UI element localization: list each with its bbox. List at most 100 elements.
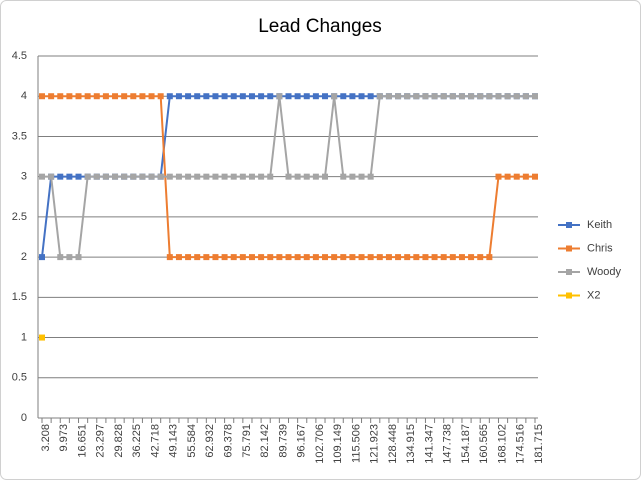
marker xyxy=(212,254,219,261)
marker xyxy=(331,93,338,100)
marker xyxy=(322,173,329,180)
marker xyxy=(102,93,109,100)
marker xyxy=(413,93,420,100)
x-tick-label: 174.516 xyxy=(515,424,527,464)
y-tick-label: 0.5 xyxy=(12,372,27,384)
marker xyxy=(458,254,465,261)
x-tick-label: 134.915 xyxy=(405,424,417,464)
x-tick-label: 89.739 xyxy=(277,424,289,458)
marker xyxy=(486,254,493,261)
marker xyxy=(376,254,383,261)
marker xyxy=(513,173,520,180)
marker xyxy=(522,173,529,180)
x-tick-label: 160.565 xyxy=(478,424,490,464)
legend-marker xyxy=(566,292,572,299)
marker xyxy=(340,173,347,180)
marker xyxy=(112,173,119,180)
y-tick-label: 3.5 xyxy=(12,130,27,142)
marker xyxy=(385,93,392,100)
marker xyxy=(303,173,310,180)
marker xyxy=(166,254,173,261)
x-tick-label: 29.828 xyxy=(113,424,125,458)
x-tick-label: 9.973 xyxy=(58,424,70,452)
x-tick-label: 36.225 xyxy=(131,424,143,458)
x-tick-label: 154.187 xyxy=(460,424,472,464)
marker xyxy=(248,173,255,180)
marker xyxy=(294,173,301,180)
y-tick-label: 1 xyxy=(21,331,27,343)
marker xyxy=(66,254,73,261)
legend-marker xyxy=(566,222,572,228)
x-tick-label: 102.706 xyxy=(314,424,326,464)
marker xyxy=(66,93,73,100)
x-tick-label: 115.506 xyxy=(350,424,362,463)
legend-label: X2 xyxy=(587,289,600,301)
marker xyxy=(367,93,374,100)
marker xyxy=(376,93,383,100)
marker xyxy=(230,254,237,261)
marker xyxy=(258,254,265,261)
marker xyxy=(495,173,502,180)
x-tick-label: 168.102 xyxy=(496,424,508,464)
marker xyxy=(203,173,210,180)
marker xyxy=(57,93,64,100)
marker xyxy=(458,93,465,100)
marker xyxy=(230,173,237,180)
marker xyxy=(285,173,292,180)
x-tick-label: 96.167 xyxy=(296,424,308,458)
marker xyxy=(194,254,201,261)
marker xyxy=(395,93,402,100)
marker xyxy=(166,173,173,180)
marker xyxy=(404,93,411,100)
marker xyxy=(532,93,538,100)
marker xyxy=(212,173,219,180)
marker xyxy=(75,93,82,100)
marker xyxy=(239,173,246,180)
marker xyxy=(440,93,447,100)
marker xyxy=(422,93,429,100)
legend-label: Chris xyxy=(587,242,613,254)
marker xyxy=(203,254,210,261)
marker xyxy=(440,254,447,261)
x-tick-label: 16.651 xyxy=(76,424,88,458)
marker xyxy=(522,93,529,100)
legend-label: Woody xyxy=(587,266,622,278)
x-tick-label: 23.297 xyxy=(95,424,107,458)
marker xyxy=(285,254,292,261)
marker xyxy=(75,173,82,180)
marker xyxy=(349,173,356,180)
marker xyxy=(267,93,274,100)
marker xyxy=(39,254,45,261)
marker xyxy=(294,254,301,261)
legend-marker xyxy=(566,245,572,252)
marker xyxy=(75,254,82,261)
x-tick-label: 147.738 xyxy=(442,424,454,464)
marker xyxy=(194,173,201,180)
marker xyxy=(230,93,237,100)
x-tick-label: 121.923 xyxy=(369,424,381,464)
x-tick-label: 62.932 xyxy=(204,424,216,458)
marker xyxy=(102,173,109,180)
y-tick-label: 4.5 xyxy=(12,50,27,62)
marker xyxy=(504,93,511,100)
marker xyxy=(148,173,155,180)
marker xyxy=(431,93,438,100)
legend-label: Keith xyxy=(587,219,612,231)
marker xyxy=(276,254,283,261)
x-tick-label: 82.142 xyxy=(259,424,271,458)
marker xyxy=(477,254,484,261)
marker xyxy=(340,93,347,100)
marker xyxy=(431,254,438,261)
marker xyxy=(139,173,146,180)
marker xyxy=(322,254,329,261)
x-tick-label: 109.149 xyxy=(332,424,344,464)
marker xyxy=(221,254,228,261)
marker xyxy=(349,254,356,261)
marker xyxy=(175,173,182,180)
marker xyxy=(258,173,265,180)
marker xyxy=(504,173,511,180)
marker xyxy=(157,173,164,180)
marker xyxy=(303,254,310,261)
marker xyxy=(57,173,64,180)
marker xyxy=(358,173,365,180)
